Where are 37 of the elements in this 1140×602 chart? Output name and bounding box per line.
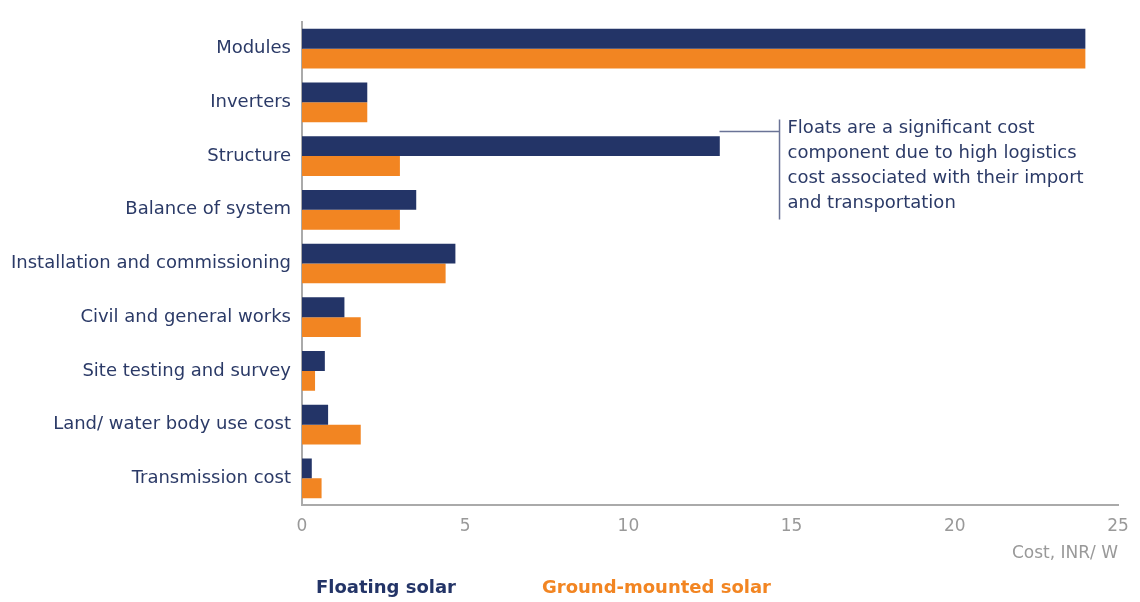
x-tick-label: 20 (943, 514, 966, 535)
x-tick-label: 0 (296, 514, 308, 535)
y-tick-label: Site testing and survey (82, 358, 292, 380)
text: Ground-mounted solar (542, 576, 771, 597)
bar (301, 136, 720, 157)
bar (301, 102, 368, 123)
bar (301, 209, 400, 230)
y-tick-label: Civil and general works (80, 304, 291, 326)
bar (301, 48, 1086, 69)
bar (301, 404, 329, 425)
bar (301, 424, 361, 445)
bar (301, 317, 361, 338)
x-tick-label: 15 (780, 514, 803, 535)
text: Floating solar (316, 576, 456, 597)
bar (301, 28, 1086, 49)
bar (301, 82, 368, 103)
y-tick-label: Structure (207, 143, 291, 165)
bar (301, 351, 325, 371)
y-tick-label: Land/ water body use cost (53, 412, 291, 434)
bar (301, 297, 345, 318)
bar (301, 189, 417, 210)
annotation: Floats are a significant cost component due to high logistics cost associated with their import and transportation (787, 116, 1084, 213)
bar (301, 263, 446, 284)
bar (301, 478, 322, 499)
y-tick-label: Modules (216, 36, 291, 58)
x-tick-label: 10 (617, 514, 640, 535)
y-tick-label: Balance of system (125, 197, 291, 219)
x-axis-title: Cost, INR/ W (1011, 542, 1119, 563)
bar (301, 458, 312, 479)
bar (301, 370, 316, 391)
y-tick-label: Installation and commissioning (10, 251, 291, 273)
bar (301, 243, 456, 264)
x-tick-label: 5 (459, 514, 471, 535)
y-tick-label: Inverters (210, 90, 291, 112)
y-tick-label: Transmission cost (130, 466, 291, 488)
bar (301, 156, 400, 176)
x-tick-label: 25 (1107, 514, 1129, 535)
